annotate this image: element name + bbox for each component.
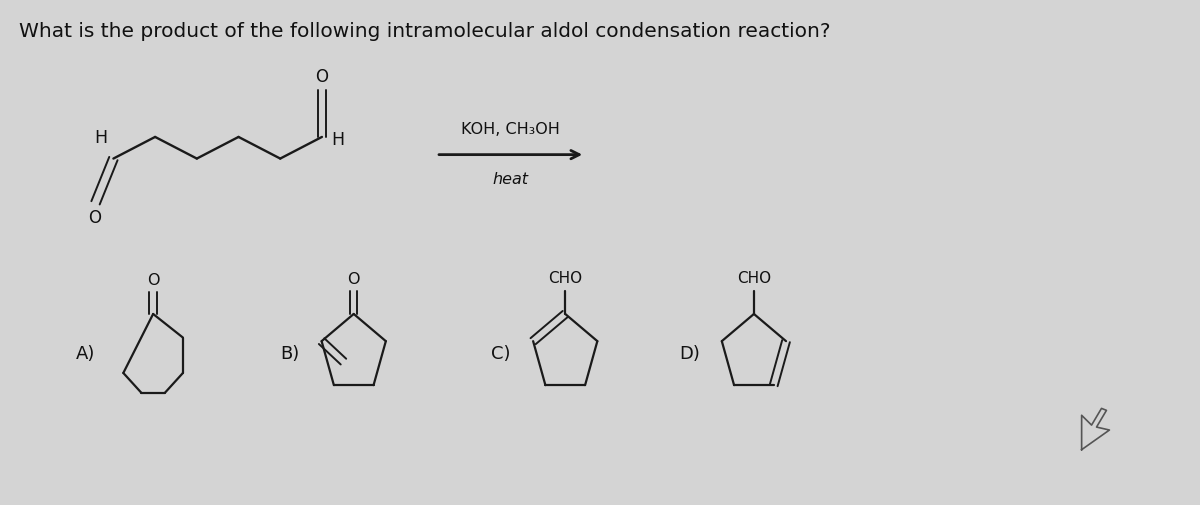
Text: O: O [146, 273, 160, 287]
Text: B): B) [281, 344, 300, 363]
Text: O: O [348, 271, 360, 286]
Text: CHO: CHO [548, 270, 582, 285]
Text: D): D) [679, 344, 701, 363]
Text: KOH, CH₃OH: KOH, CH₃OH [461, 122, 560, 137]
Text: C): C) [491, 344, 510, 363]
Text: heat: heat [493, 172, 529, 187]
Text: O: O [88, 208, 101, 226]
Text: H: H [331, 131, 344, 148]
Text: O: O [316, 68, 329, 86]
Text: H: H [94, 129, 107, 146]
Text: A): A) [76, 344, 95, 363]
Text: What is the product of the following intramolecular aldol condensation reaction?: What is the product of the following int… [19, 22, 830, 41]
Text: CHO: CHO [737, 270, 770, 285]
